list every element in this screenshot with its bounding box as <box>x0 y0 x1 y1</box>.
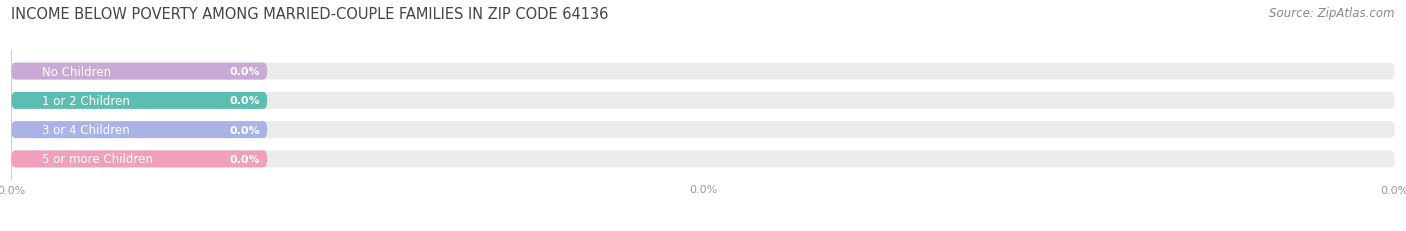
Text: INCOME BELOW POVERTY AMONG MARRIED-COUPLE FAMILIES IN ZIP CODE 64136: INCOME BELOW POVERTY AMONG MARRIED-COUPL… <box>11 7 609 22</box>
FancyBboxPatch shape <box>11 151 1395 168</box>
Text: 0.0%: 0.0% <box>689 185 717 195</box>
Text: Source: ZipAtlas.com: Source: ZipAtlas.com <box>1270 7 1395 20</box>
Text: 1 or 2 Children: 1 or 2 Children <box>42 94 129 107</box>
Text: 0.0%: 0.0% <box>229 125 260 135</box>
FancyBboxPatch shape <box>11 63 1395 80</box>
Text: 0.0%: 0.0% <box>229 154 260 164</box>
Text: 0.0%: 0.0% <box>229 67 260 77</box>
FancyBboxPatch shape <box>11 92 1395 109</box>
FancyBboxPatch shape <box>11 122 267 139</box>
FancyBboxPatch shape <box>11 151 267 168</box>
Text: 5 or more Children: 5 or more Children <box>42 153 153 166</box>
Text: 3 or 4 Children: 3 or 4 Children <box>42 124 129 137</box>
Text: 0.0%: 0.0% <box>229 96 260 106</box>
FancyBboxPatch shape <box>11 122 1395 139</box>
FancyBboxPatch shape <box>11 63 267 80</box>
FancyBboxPatch shape <box>11 92 267 109</box>
Text: No Children: No Children <box>42 65 111 78</box>
